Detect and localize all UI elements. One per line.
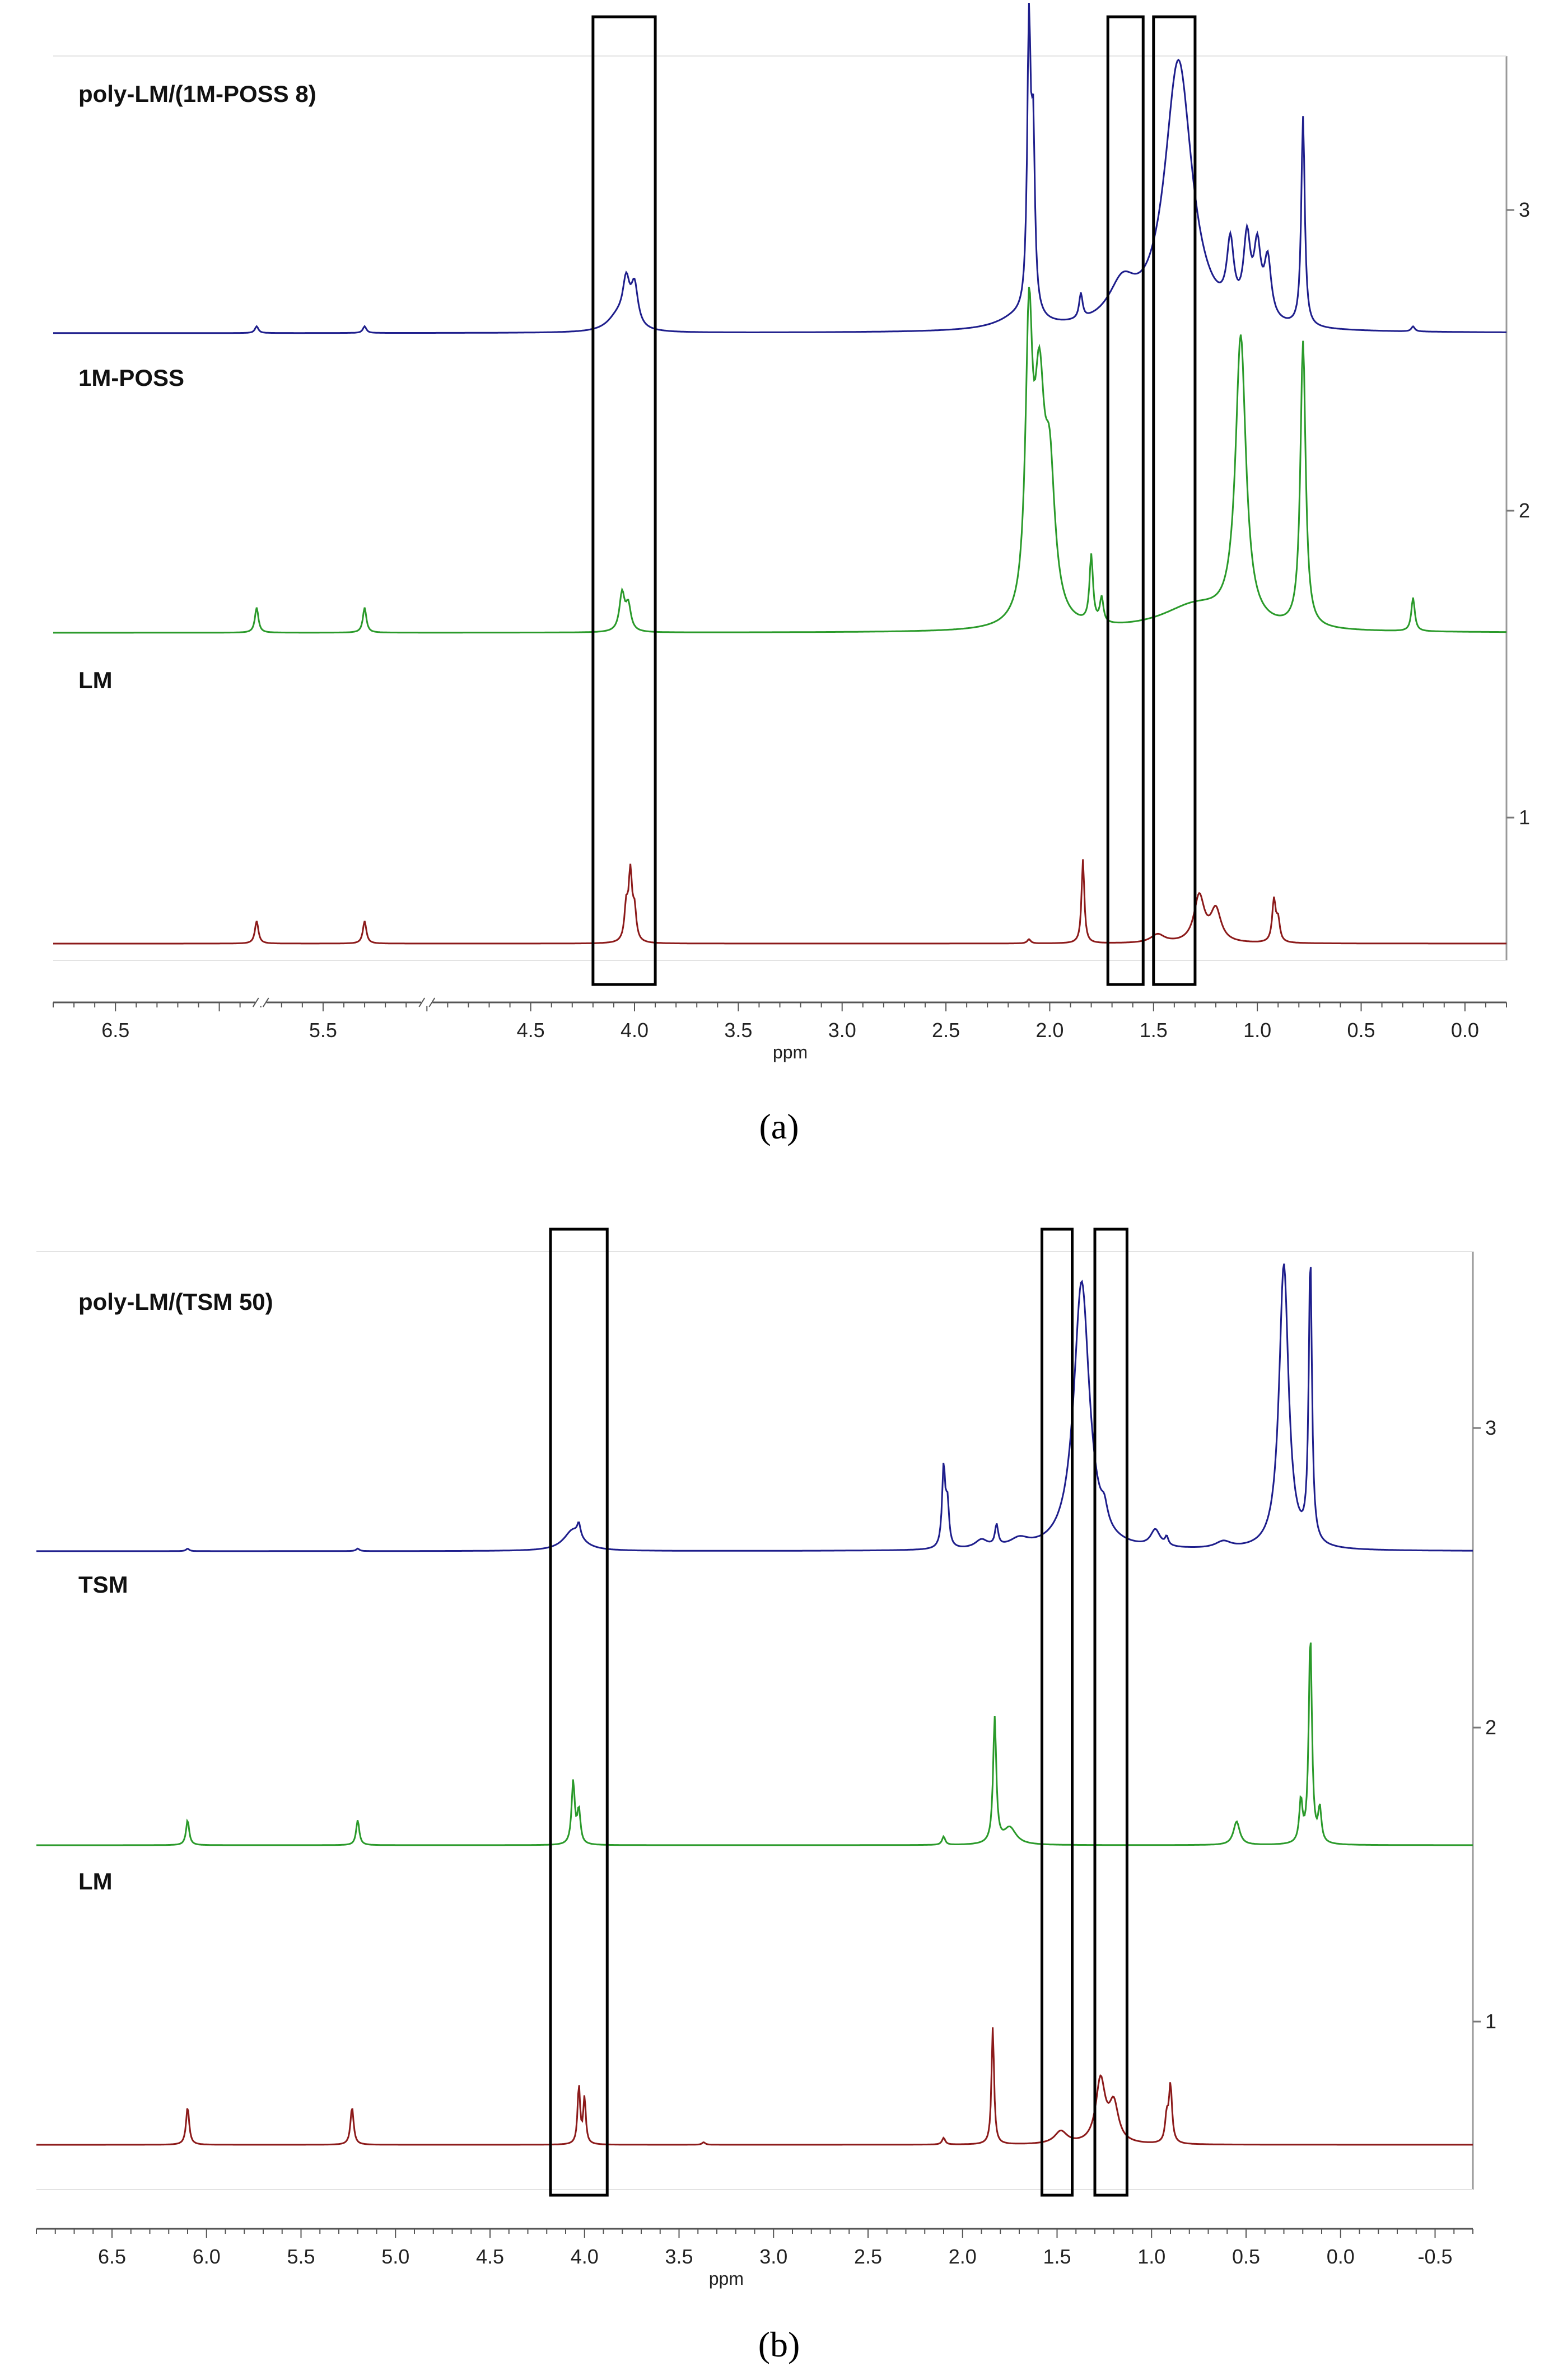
x-tick-label: -0.5 <box>1417 2245 1452 2268</box>
x-tick-label: 0.5 <box>1347 1019 1375 1042</box>
spectrum-label: poly-LM/(1M-POSS 8) <box>78 81 316 107</box>
right-axis-tick-label: 3 <box>1519 198 1530 221</box>
highlight-box <box>549 1228 609 2197</box>
axis-break-mark <box>418 997 426 1007</box>
x-tick-label: 3.0 <box>759 2245 787 2268</box>
axis-break-mark <box>262 997 269 1007</box>
x-tick-label: 3.0 <box>828 1019 856 1042</box>
x-tick-label: 5.5 <box>287 2245 315 2268</box>
x-tick-label: 5.0 <box>381 2245 409 2268</box>
x-tick-label: 3.5 <box>665 2245 693 2268</box>
right-axis-tick-label: 3 <box>1485 1416 1496 1439</box>
axis-break-gap <box>255 999 267 1006</box>
right-axis-tick-label: 2 <box>1485 1716 1496 1739</box>
spectrum-label: TSM <box>78 1571 128 1598</box>
nmr-chart-b: 1 2 3 poly-LM/(TSM 50) TSM LM 6.5 6.0 5.5 5.0 4.5 4… <box>36 1228 1496 2289</box>
panel-a: 1 2 3 poly-LM/(1M-POSS 8) 1M-POSS LM 6.5 5.5 4.5… <box>0 0 1558 1142</box>
highlight-box <box>1106 15 1145 986</box>
spectrum-label: LM <box>78 1868 113 1894</box>
axis-break-mark <box>252 997 259 1007</box>
x-tick-label: 2.0 <box>949 2245 977 2268</box>
right-axis-tick-label: 1 <box>1519 806 1530 829</box>
x-tick-label: 1.0 <box>1137 2245 1165 2268</box>
spectrum-middle <box>36 1642 1473 1846</box>
x-tick-label: 2.0 <box>1035 1019 1063 1042</box>
spectrum-label: poly-LM/(TSM 50) <box>78 1289 273 1315</box>
nmr-chart-a: 1 2 3 poly-LM/(1M-POSS 8) 1M-POSS LM 6.5 5.5 4.5… <box>53 2 1530 1062</box>
highlight-box <box>591 15 657 986</box>
right-axis-tick-label: 2 <box>1519 499 1530 522</box>
x-tick-label: 3.5 <box>724 1019 752 1042</box>
highlight-box <box>1041 1228 1074 2197</box>
x-tick-label: 1.5 <box>1140 1019 1168 1042</box>
x-tick-label: 6.5 <box>101 1019 129 1042</box>
caption-b: (b) <box>758 2325 800 2364</box>
x-tick-label: 6.5 <box>98 2245 126 2268</box>
x-tick-label: 1.5 <box>1043 2245 1071 2268</box>
x-tick-label: 4.0 <box>621 1019 649 1042</box>
x-tick-label: 2.5 <box>932 1019 960 1042</box>
spectrum-bottom <box>36 2027 1473 2146</box>
x-tick-label: 0.5 <box>1232 2245 1260 2268</box>
highlight-box <box>1152 15 1197 986</box>
x-tick-label: 4.0 <box>571 2245 599 2268</box>
x-tick-label: 2.5 <box>854 2245 882 2268</box>
x-tick-label: 0.0 <box>1451 1019 1479 1042</box>
spectrum-middle <box>53 287 1506 634</box>
highlight-box <box>1093 1228 1128 2197</box>
caption-a: (a) <box>759 1107 799 1146</box>
spectrum-bottom <box>53 859 1506 945</box>
x-axis-title: ppm <box>773 1042 808 1062</box>
axis-break-mark <box>428 997 436 1007</box>
x-axis-title: ppm <box>709 2269 744 2289</box>
x-tick-label: 6.0 <box>193 2245 221 2268</box>
spectrum-label: 1M-POSS <box>78 365 184 391</box>
x-tick-label: 5.5 <box>309 1019 337 1042</box>
spectrum-top <box>36 1263 1473 1552</box>
right-axis-tick-label: 1 <box>1485 2010 1496 2033</box>
x-tick-label: 4.5 <box>517 1019 545 1042</box>
axis-break-gap <box>421 999 433 1006</box>
spectrum-top <box>53 2 1506 334</box>
panel-b: 1 2 3 poly-LM/(TSM 50) TSM LM 6.5 6.0 5.5 5.0 4.5 4… <box>0 1198 1558 2352</box>
x-tick-label: 4.5 <box>476 2245 504 2268</box>
x-tick-label: 0.0 <box>1327 2245 1355 2268</box>
spectrum-label: LM <box>78 667 113 693</box>
x-tick-label: 1.0 <box>1243 1019 1271 1042</box>
